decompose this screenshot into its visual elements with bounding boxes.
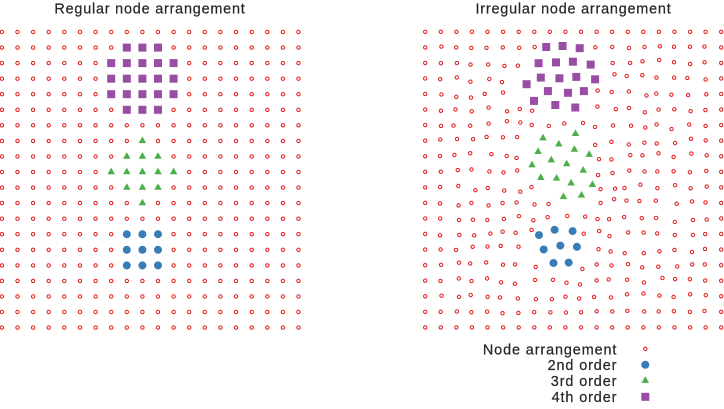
svg-text:Regular node arrangement: Regular node arrangement	[54, 2, 245, 18]
svg-text:Node arrangement: Node arrangement	[483, 342, 617, 358]
svg-text:4th order: 4th order	[552, 390, 618, 406]
svg-text:2nd order: 2nd order	[548, 358, 618, 374]
svg-text:3rd order: 3rd order	[551, 374, 618, 390]
svg-text:Irregular node arrangement: Irregular node arrangement	[476, 2, 672, 18]
